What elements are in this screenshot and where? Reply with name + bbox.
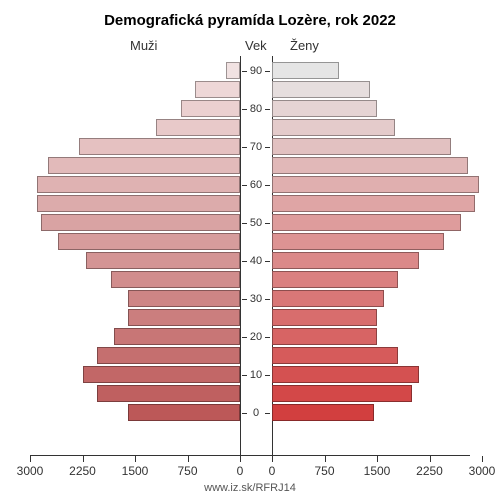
y-tick-label: 10 — [242, 369, 270, 381]
x-tick-label: 1500 — [122, 464, 149, 478]
bar-male — [128, 290, 240, 307]
y-tick-label: 0 — [242, 407, 270, 419]
label-age: Vek — [245, 38, 267, 53]
bar-female — [272, 347, 398, 364]
bar-female — [272, 119, 395, 136]
x-tick — [188, 456, 189, 462]
bar-male — [86, 252, 240, 269]
bar-female — [272, 252, 419, 269]
y-tick-label: 70 — [242, 141, 270, 153]
bar-female — [272, 366, 419, 383]
bar-male — [128, 404, 240, 421]
x-tick — [135, 456, 136, 462]
axis-y-left — [240, 56, 241, 456]
x-tick-label: 0 — [269, 464, 276, 478]
x-tick-label: 750 — [177, 464, 197, 478]
label-female: Ženy — [290, 38, 319, 53]
bar-female — [272, 195, 475, 212]
y-tick-label: 30 — [242, 293, 270, 305]
x-tick-label: 1500 — [364, 464, 391, 478]
bar-female — [272, 271, 398, 288]
source-url: www.iz.sk/RFRJ14 — [0, 482, 500, 494]
chart-title: Demografická pyramída Lozère, rok 2022 — [0, 12, 500, 29]
bar-male — [114, 328, 240, 345]
bar-female — [272, 157, 468, 174]
x-tick-label: 0 — [237, 464, 244, 478]
y-tick-label: 80 — [242, 103, 270, 115]
bar-female — [272, 309, 377, 326]
x-tick-label: 3000 — [17, 464, 44, 478]
y-tick-label: 60 — [242, 179, 270, 191]
bar-male — [79, 138, 240, 155]
x-tick-label: 2250 — [416, 464, 443, 478]
y-tick-label: 90 — [242, 65, 270, 77]
bar-male — [128, 309, 240, 326]
bar-male — [181, 100, 241, 117]
x-tick-label: 2250 — [69, 464, 96, 478]
bar-female — [272, 81, 370, 98]
axis-x — [30, 455, 470, 456]
bar-male — [156, 119, 240, 136]
x-tick — [377, 456, 378, 462]
x-tick — [430, 456, 431, 462]
bar-female — [272, 290, 384, 307]
bar-female — [272, 62, 339, 79]
bar-male — [97, 385, 241, 402]
bar-female — [272, 233, 444, 250]
bar-male — [37, 195, 240, 212]
bar-female — [272, 385, 412, 402]
x-tick — [482, 456, 483, 462]
bar-female — [272, 176, 479, 193]
plot-area: 30002250150075000750150022503000 0102030… — [30, 56, 470, 456]
bar-female — [272, 328, 377, 345]
bar-female — [272, 138, 451, 155]
x-tick — [240, 456, 241, 462]
bar-male — [226, 62, 240, 79]
bar-male — [58, 233, 240, 250]
x-tick — [83, 456, 84, 462]
bar-female — [272, 100, 377, 117]
bar-male — [195, 81, 241, 98]
x-tick-label: 3000 — [469, 464, 496, 478]
bar-male — [41, 214, 241, 231]
y-tick-label: 50 — [242, 217, 270, 229]
bar-female — [272, 404, 374, 421]
x-tick — [30, 456, 31, 462]
bar-male — [48, 157, 241, 174]
bar-male — [97, 347, 241, 364]
bar-female — [272, 214, 461, 231]
y-tick-label: 40 — [242, 255, 270, 267]
label-male: Muži — [130, 38, 157, 53]
chart-container: Demografická pyramída Lozère, rok 2022 M… — [0, 0, 500, 500]
bar-male — [83, 366, 241, 383]
bar-male — [111, 271, 241, 288]
x-tick-label: 750 — [314, 464, 334, 478]
x-tick — [325, 456, 326, 462]
bar-male — [37, 176, 240, 193]
y-tick-label: 20 — [242, 331, 270, 343]
x-tick — [272, 456, 273, 462]
